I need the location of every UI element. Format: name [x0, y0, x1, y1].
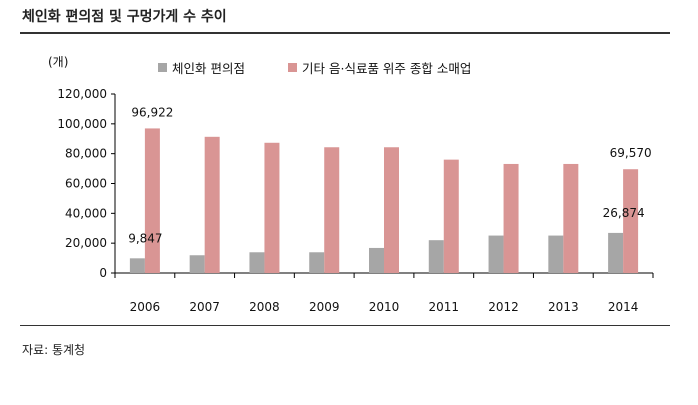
data-label: 96,922	[131, 105, 173, 119]
bar-other-retail-2013	[563, 163, 579, 273]
title-divider	[20, 32, 670, 34]
bar-convenience-2008	[249, 252, 265, 273]
bottom-divider	[20, 325, 670, 326]
bar-convenience-2006	[129, 258, 145, 273]
x-tick-label: 2008	[249, 300, 280, 314]
bar-chart: (개) 0 20,000 40,000 60,000 80,000 100,000 120,0…	[48, 55, 654, 314]
bar-convenience-2012	[488, 235, 504, 273]
bar-other-retail-2010	[384, 147, 399, 273]
bar-other-retail-2008	[264, 142, 280, 273]
legend-swatch	[158, 63, 167, 72]
bar-other-retail-2014	[623, 169, 639, 273]
bar-other-retail-2011	[443, 159, 459, 273]
bar-other-retail-2006	[144, 128, 160, 273]
bar-convenience-2013	[548, 235, 564, 273]
x-tick-label: 2012	[488, 300, 519, 314]
bar-other-retail-2012	[503, 163, 519, 273]
x-tick-label: 2010	[369, 300, 400, 314]
data-label: 69,570	[610, 146, 652, 160]
x-tick-label: 2014	[608, 300, 639, 314]
y-tick-label: 100,000	[57, 117, 107, 131]
legend-label: 체인화 편의점	[172, 61, 245, 76]
bar-other-retail-2007	[204, 136, 220, 273]
bar-convenience-2014	[608, 232, 624, 273]
x-tick-label: 2011	[429, 300, 460, 314]
bar-other-retail-2009	[324, 147, 340, 273]
x-tick-label: 2007	[189, 300, 220, 314]
bar-convenience-2011	[428, 240, 444, 273]
chart-title: 체인화 편의점 및 구멍가게 수 추이	[22, 9, 227, 25]
y-tick-label: 120,000	[57, 87, 107, 101]
source-note: 자료: 통계청	[22, 343, 86, 357]
data-label: 26,874	[603, 206, 645, 220]
y-tick-label: 60,000	[65, 177, 107, 191]
legend-label: 기타 음·식료품 위주 종합 소매업	[302, 61, 471, 76]
y-tick-label: 40,000	[65, 206, 107, 220]
x-tick-label: 2013	[548, 300, 579, 314]
y-tick-label: 80,000	[65, 147, 107, 161]
bar-convenience-2009	[309, 252, 325, 273]
x-tick-label: 2006	[130, 300, 161, 314]
x-tick-label: 2009	[309, 300, 340, 314]
bar-convenience-2007	[189, 255, 205, 273]
y-tick-label: 20,000	[65, 236, 107, 250]
data-label: 9,847	[128, 231, 162, 245]
bar-convenience-2010	[369, 247, 384, 273]
legend-swatch	[288, 63, 297, 72]
unit-label: (개)	[48, 55, 68, 69]
y-tick-label: 0	[99, 266, 107, 280]
